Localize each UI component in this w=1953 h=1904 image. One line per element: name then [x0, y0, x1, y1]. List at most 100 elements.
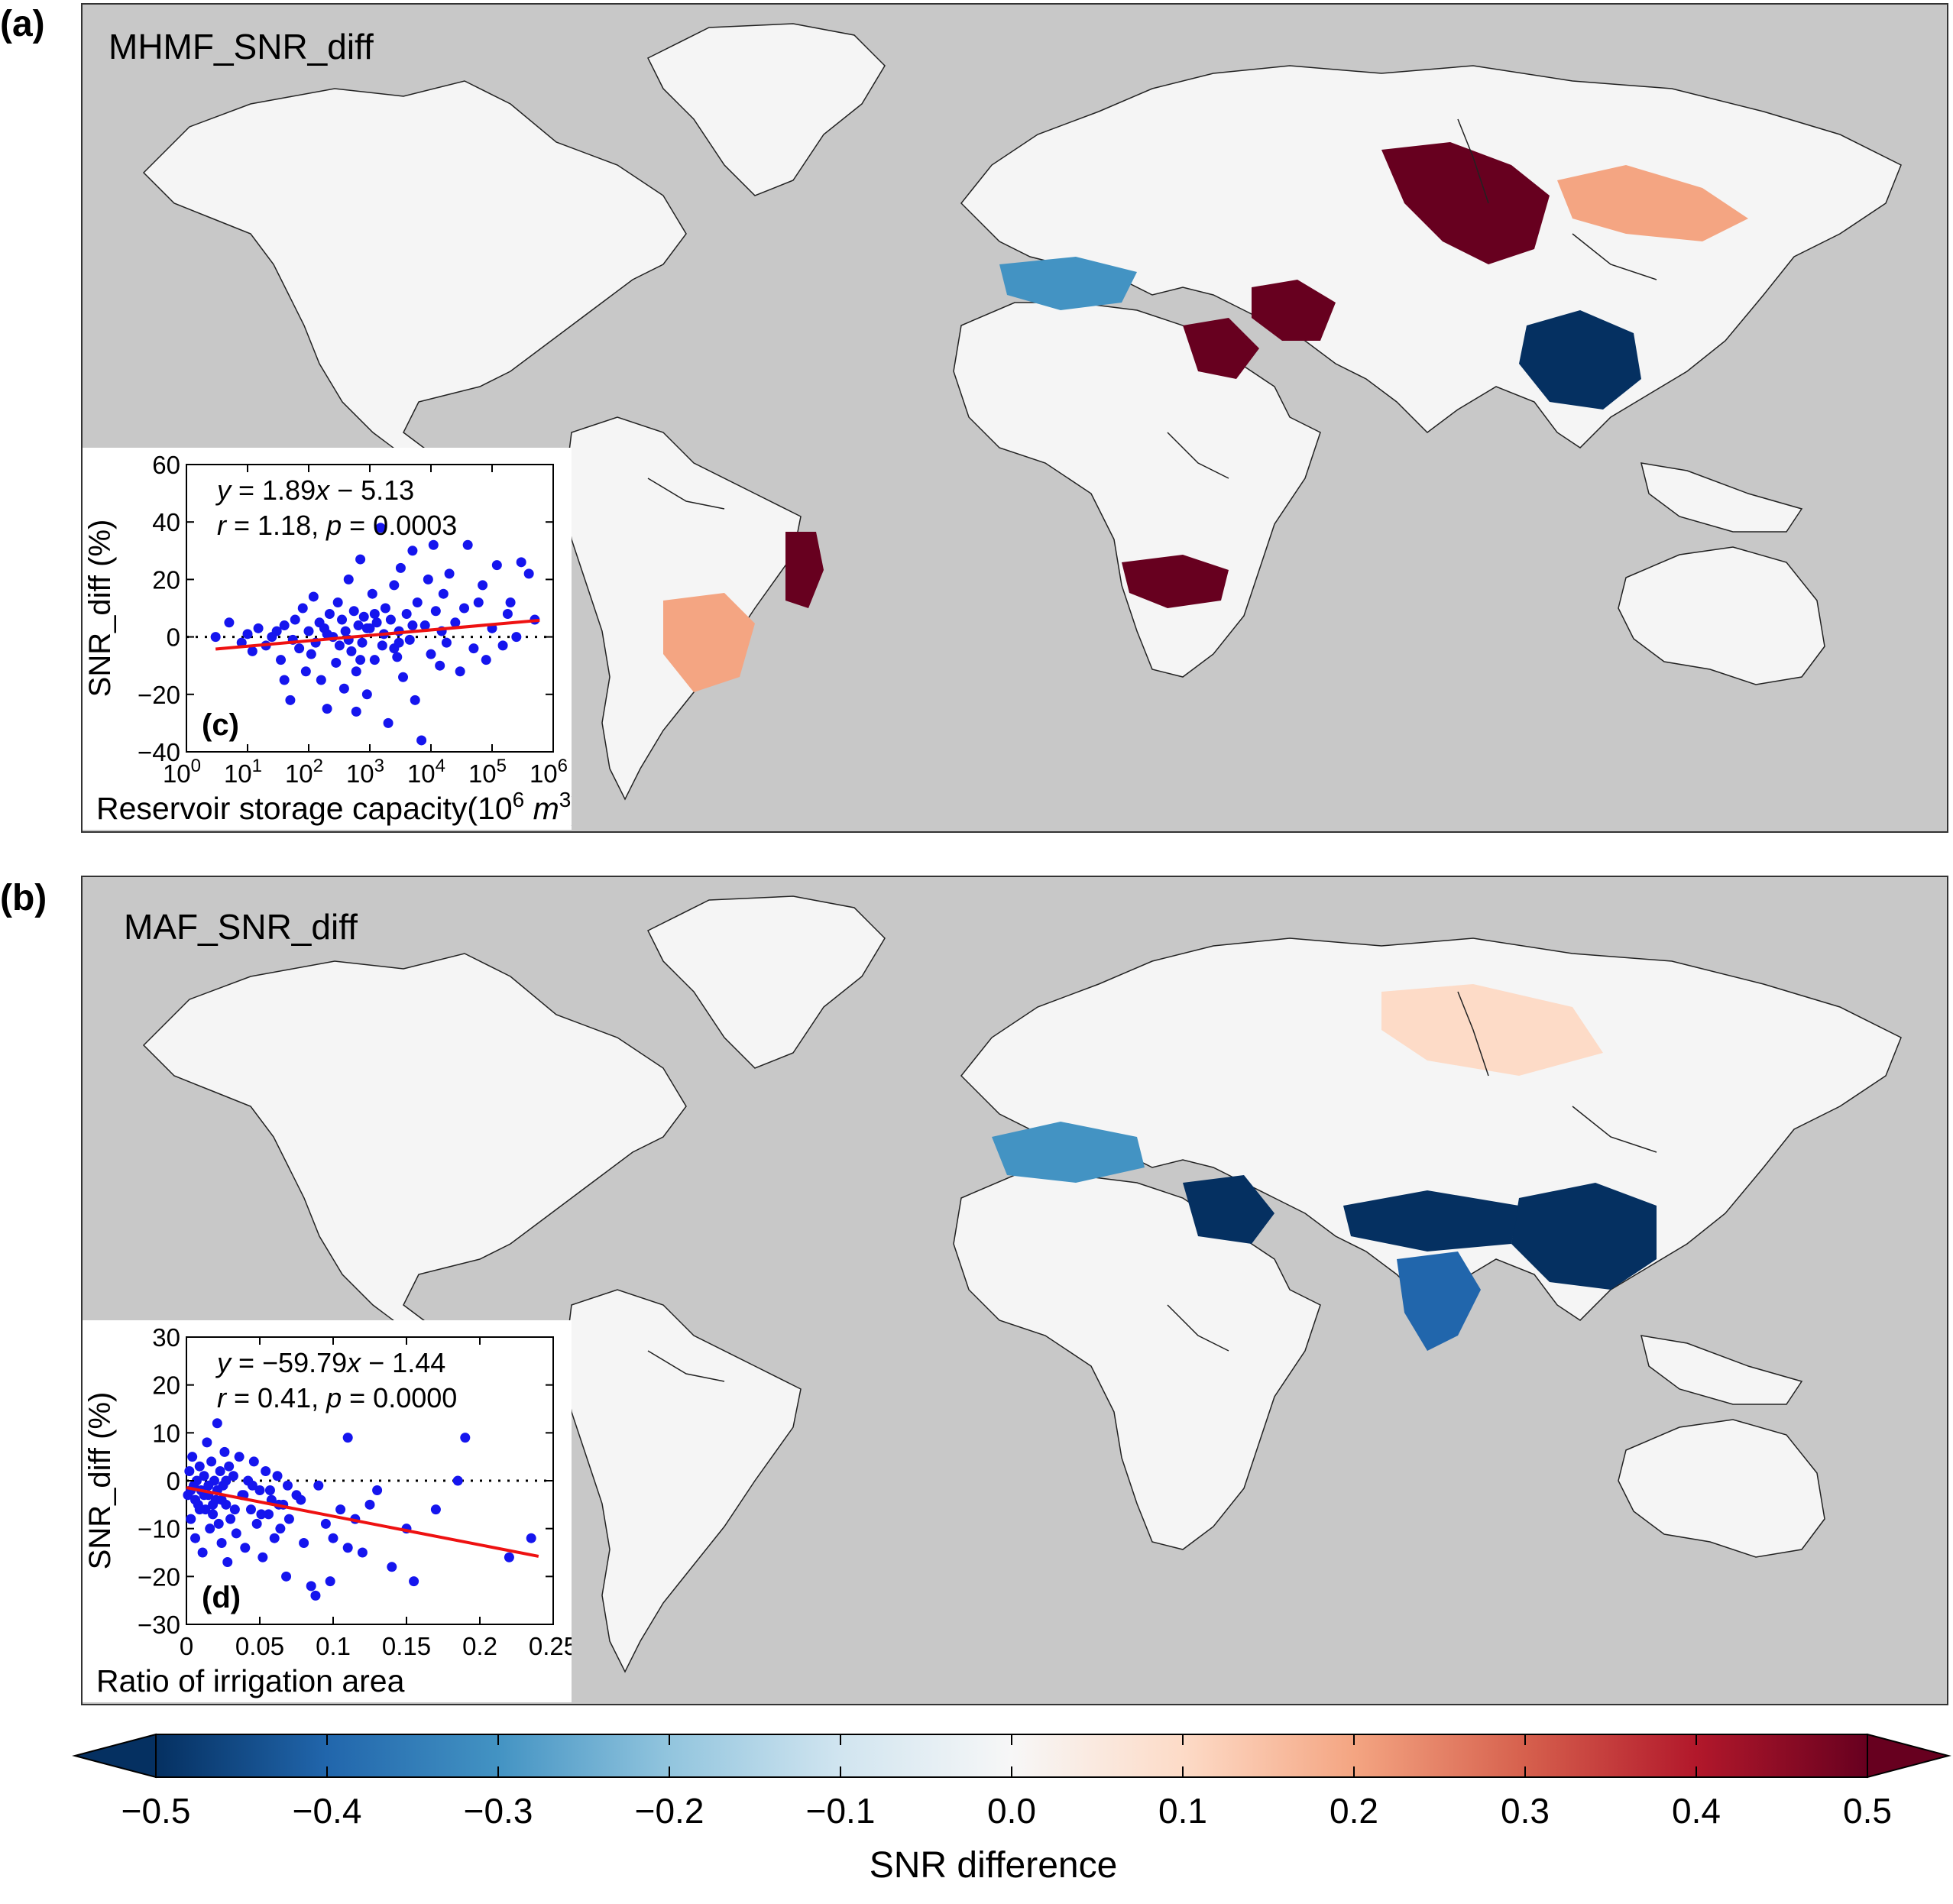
- continent-greenland: [646, 895, 886, 1069]
- data-point: [221, 1475, 232, 1486]
- x-axis-label: Reservoir storage capacity(106 m3): [96, 788, 572, 826]
- colorbar-tick-label: 0.0: [987, 1791, 1036, 1831]
- colorbar-tick-label: −0.4: [293, 1791, 362, 1831]
- data-point: [455, 666, 465, 677]
- y-tick-label: 20: [152, 565, 180, 594]
- colorbar-tick-label: −0.5: [121, 1791, 191, 1831]
- y-tick-label: −30: [138, 1611, 180, 1639]
- x-tick-label: 101: [224, 756, 262, 788]
- data-point: [199, 1471, 209, 1481]
- y-tick-label: 30: [152, 1323, 180, 1352]
- data-point: [322, 629, 332, 640]
- data-point: [281, 1571, 292, 1582]
- data-point: [194, 1461, 205, 1472]
- data-point: [205, 1524, 215, 1534]
- y-tick-label: 60: [152, 451, 180, 479]
- x-tick-label: 105: [468, 756, 507, 788]
- continent-africa: [953, 1174, 1321, 1550]
- data-point: [210, 632, 221, 643]
- y-tick-label: 20: [152, 1371, 180, 1400]
- data-point: [387, 1562, 397, 1572]
- data-point: [338, 683, 349, 694]
- data-point: [357, 637, 368, 648]
- hotspot-europe: [992, 1122, 1145, 1183]
- data-point: [351, 666, 361, 677]
- data-point: [294, 643, 305, 654]
- data-point: [332, 597, 343, 607]
- data-point: [410, 695, 420, 705]
- data-point: [505, 597, 516, 607]
- y-tick-label: −20: [138, 1562, 180, 1591]
- data-point: [468, 643, 479, 654]
- inset-d-chart: 3020100−10−20−3000.050.10.150.20.25SNR_d…: [83, 1323, 572, 1698]
- data-point: [290, 614, 300, 625]
- data-point: [310, 1590, 321, 1601]
- y-axis-label: SNR_diff (%): [83, 520, 117, 698]
- data-point: [322, 704, 332, 714]
- data-point: [271, 626, 282, 636]
- data-point: [256, 1509, 267, 1520]
- x-tick-label: 106: [530, 756, 568, 788]
- data-point: [306, 649, 316, 659]
- map-b: MAF_SNR_diff 30 20 10 0 −10 −20 −30 0 0.05 0.1 0.1…: [81, 876, 1948, 1705]
- data-point: [385, 614, 396, 625]
- data-point: [264, 1509, 274, 1520]
- colorbar-title: SNR difference: [869, 1845, 1118, 1886]
- hotspot-eastern-brazil: [785, 532, 824, 608]
- data-point: [285, 695, 296, 705]
- data-point: [511, 632, 522, 643]
- data-point: [407, 546, 418, 556]
- fit-stats: r = 1.18, p = 0.0003: [217, 510, 457, 541]
- data-point: [423, 574, 433, 584]
- colorbar-tick-label: −0.3: [464, 1791, 533, 1831]
- data-point: [342, 1433, 353, 1443]
- river-line: [647, 1350, 725, 1382]
- data-point: [194, 1504, 205, 1515]
- data-point: [430, 1504, 441, 1515]
- x-tick-label: 0.05: [235, 1632, 284, 1660]
- data-point: [261, 1465, 271, 1476]
- data-point: [300, 666, 311, 677]
- hotspot-central-asia: [1252, 280, 1336, 341]
- y-tick-label: 0: [167, 623, 180, 652]
- continent-greenland: [646, 23, 886, 196]
- x-tick-label: 0: [180, 1632, 193, 1660]
- data-point: [276, 655, 287, 665]
- data-point: [358, 611, 369, 622]
- colorbar-tick-label: 0.1: [1158, 1791, 1207, 1831]
- data-point: [334, 640, 345, 651]
- data-point: [279, 675, 290, 685]
- x-tick-label: 0.25: [529, 1632, 572, 1660]
- x-tick-label: 102: [285, 756, 323, 788]
- data-point: [254, 1485, 265, 1496]
- data-point: [215, 1465, 225, 1476]
- hotspot-southern-africa: [1122, 555, 1229, 608]
- colorbar-tick-label: 0.3: [1501, 1791, 1550, 1831]
- data-point: [377, 640, 387, 651]
- data-point: [228, 1471, 238, 1481]
- continent-australia: [1618, 546, 1825, 685]
- colorbar-extend-high: [1867, 1733, 1951, 1779]
- inset-panel-label: (c): [202, 708, 239, 742]
- data-point: [187, 1452, 198, 1462]
- data-point: [240, 1543, 251, 1553]
- data-point: [478, 580, 488, 591]
- data-point: [438, 588, 449, 599]
- river-line: [647, 478, 725, 510]
- data-point: [303, 626, 314, 636]
- data-point: [224, 617, 235, 628]
- data-point: [351, 706, 361, 717]
- inset-panel-label: (d): [202, 1581, 241, 1614]
- data-point: [242, 629, 253, 640]
- colorbar-tick-label: 0.2: [1330, 1791, 1378, 1831]
- data-point: [197, 1547, 208, 1558]
- y-tick-label: −40: [138, 738, 180, 766]
- data-point: [306, 1581, 316, 1592]
- continent-australia: [1618, 1419, 1825, 1558]
- data-point: [253, 623, 264, 633]
- data-point: [361, 689, 372, 700]
- data-point: [225, 1514, 236, 1524]
- data-point: [202, 1437, 212, 1448]
- hotspot-middle-east: [1183, 318, 1259, 379]
- data-point: [272, 1471, 283, 1481]
